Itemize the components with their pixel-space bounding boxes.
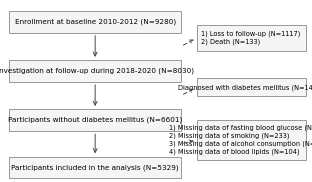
- FancyBboxPatch shape: [9, 11, 181, 33]
- Text: Diagnosed with diabetes mellitus (N=1429): Diagnosed with diabetes mellitus (N=1429…: [178, 84, 312, 91]
- FancyBboxPatch shape: [197, 78, 306, 96]
- Text: 1) Loss to follow-up (N=1117)
2) Death (N=133): 1) Loss to follow-up (N=1117) 2) Death (…: [202, 31, 301, 46]
- FancyBboxPatch shape: [9, 109, 181, 131]
- Text: Participants included in the analysis (N=5329): Participants included in the analysis (N…: [11, 164, 179, 171]
- FancyBboxPatch shape: [197, 25, 306, 51]
- FancyBboxPatch shape: [9, 157, 181, 178]
- Text: Enrollment at baseline 2010-2012 (N=9280): Enrollment at baseline 2010-2012 (N=9280…: [15, 19, 176, 25]
- FancyBboxPatch shape: [197, 120, 306, 160]
- Text: Investigation at follow-up during 2018-2020 (N=8030): Investigation at follow-up during 2018-2…: [0, 68, 194, 74]
- Text: Participants without diabetes mellitus (N=6601): Participants without diabetes mellitus (…: [8, 117, 182, 123]
- Text: 1) Missing data of fasting blood glucose (N=916)
2) Missing data of smoking (N=2: 1) Missing data of fasting blood glucose…: [169, 125, 312, 155]
- FancyBboxPatch shape: [9, 60, 181, 82]
